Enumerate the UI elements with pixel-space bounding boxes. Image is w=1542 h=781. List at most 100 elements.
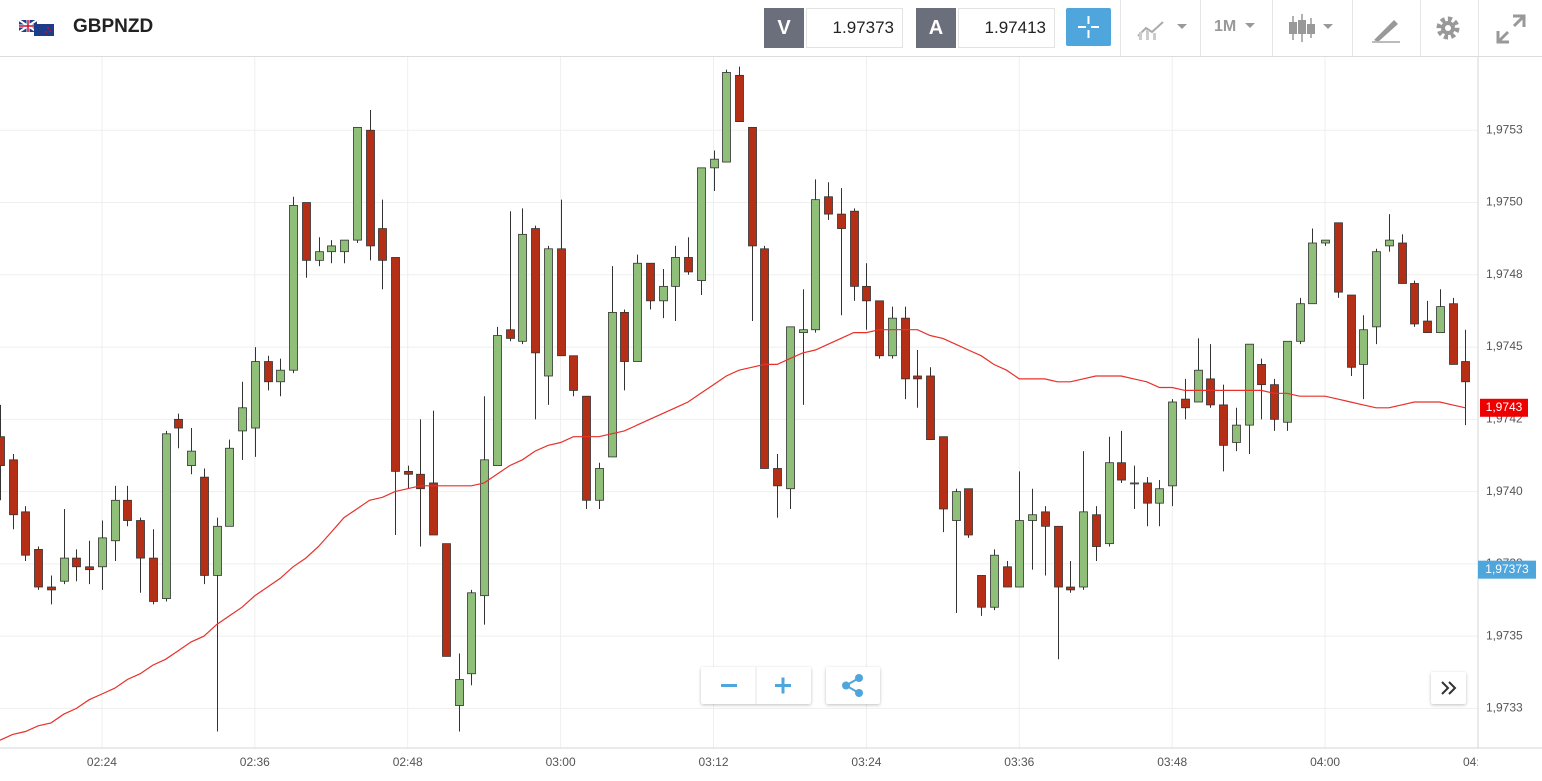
candle-body [620, 311, 629, 362]
candle-body [1015, 520, 1024, 588]
candle-body [9, 459, 18, 516]
candle-body [1079, 511, 1088, 588]
y-tick-label: 1,9748 [1486, 267, 1523, 281]
candle-body [1155, 488, 1164, 504]
chevron-icon [1441, 681, 1457, 695]
candle-body [1054, 525, 1063, 588]
candle-body [786, 326, 795, 490]
candle-body [72, 557, 81, 568]
y-tick-label: 1,9750 [1486, 195, 1523, 209]
candle-body [429, 482, 438, 536]
price-badge [1478, 560, 1536, 579]
candle-body [404, 470, 413, 475]
y-tick-label: 1,9733 [1486, 701, 1523, 715]
x-tick-label: 03:12 [699, 755, 729, 769]
candle-body [327, 245, 336, 253]
candle-body [378, 228, 387, 261]
candle-body [939, 436, 948, 510]
scroll-right-button[interactable] [1431, 672, 1466, 704]
share-button[interactable] [826, 667, 880, 704]
bid-label[interactable]: V [764, 8, 804, 48]
candle-body [760, 248, 769, 469]
candle-body [506, 329, 515, 339]
candle-body [238, 407, 247, 432]
candle-body [47, 586, 56, 591]
x-tick-label: 02:24 [87, 755, 117, 769]
candle-body [1117, 462, 1126, 481]
candle-body [111, 499, 120, 542]
fullscreen-button[interactable] [1494, 12, 1528, 46]
candle-body [1461, 361, 1470, 383]
ask-price[interactable]: 1.97413 [958, 8, 1055, 48]
draw-button[interactable] [1370, 14, 1402, 44]
candle-body [671, 257, 680, 287]
candle-body [467, 592, 476, 675]
candle-body [213, 525, 222, 576]
candle-body [659, 285, 668, 302]
candle-body [289, 205, 298, 371]
candle-body [811, 199, 820, 331]
y-axis: 1,97331,97351,97381,97401,97421,97451,97… [1486, 122, 1523, 714]
x-tick-label: 02:36 [240, 755, 270, 769]
x-tick-label: 04:12 [1463, 755, 1493, 769]
candle-body [875, 300, 884, 357]
symbol: GBPNZD [73, 16, 154, 37]
candle-body [824, 196, 833, 215]
candle-body [633, 262, 642, 362]
separator [1420, 0, 1421, 56]
candle-body [1436, 306, 1445, 334]
y-tick-label: 1,9753 [1486, 122, 1523, 136]
candle-body [174, 418, 183, 429]
candle-body [1143, 482, 1152, 504]
chart-type-button[interactable] [1135, 14, 1195, 44]
grid [0, 57, 1479, 748]
candle-body [1359, 329, 1368, 365]
y-tick-label: 1,9740 [1486, 484, 1523, 498]
candle-body [990, 554, 999, 608]
candle-body [187, 450, 196, 466]
candle-body [722, 72, 731, 163]
zoom-icons [721, 667, 791, 704]
candle-body [442, 543, 451, 657]
candle-body [544, 248, 553, 377]
bid-value: 1.97373 [832, 18, 894, 37]
y-tick-label: 1,9745 [1486, 339, 1523, 353]
candle-body [646, 262, 655, 302]
candle-body [684, 257, 693, 273]
candle-body [964, 488, 973, 536]
timeframe[interactable]: 1M [1214, 18, 1237, 35]
candle-type-button[interactable] [1287, 12, 1343, 46]
candle-body [1105, 462, 1114, 545]
candle-body [493, 335, 502, 466]
separator [1120, 0, 1121, 56]
candle-body [888, 317, 897, 357]
crosshair-button[interactable] [1066, 8, 1111, 46]
bid-price[interactable]: 1.97373 [806, 8, 903, 48]
candle-body [1245, 343, 1254, 426]
plot-area [0, 66, 1470, 741]
candle-body [149, 557, 158, 602]
settings-button[interactable] [1434, 14, 1464, 44]
candle-body [340, 239, 349, 253]
moving-average [0, 329, 1466, 741]
candle-body [710, 158, 719, 169]
candle-body [697, 167, 706, 281]
zoom-controls [701, 667, 811, 704]
candle-body [1347, 294, 1356, 368]
candle-body [302, 202, 311, 261]
candle-body [200, 476, 209, 576]
share-icon [842, 674, 863, 697]
x-tick-label: 04:00 [1310, 755, 1340, 769]
separator [1272, 0, 1273, 56]
candle-body [1308, 242, 1317, 305]
candle-body [1181, 398, 1190, 409]
candle-body [850, 210, 859, 287]
candle-body [1257, 364, 1266, 386]
zoom-in[interactable] [775, 677, 791, 694]
ask-label[interactable]: A [916, 8, 956, 48]
candle-body [1168, 401, 1177, 487]
candle-body [735, 74, 744, 122]
candle-body [1003, 566, 1012, 588]
candle-body [608, 311, 617, 458]
